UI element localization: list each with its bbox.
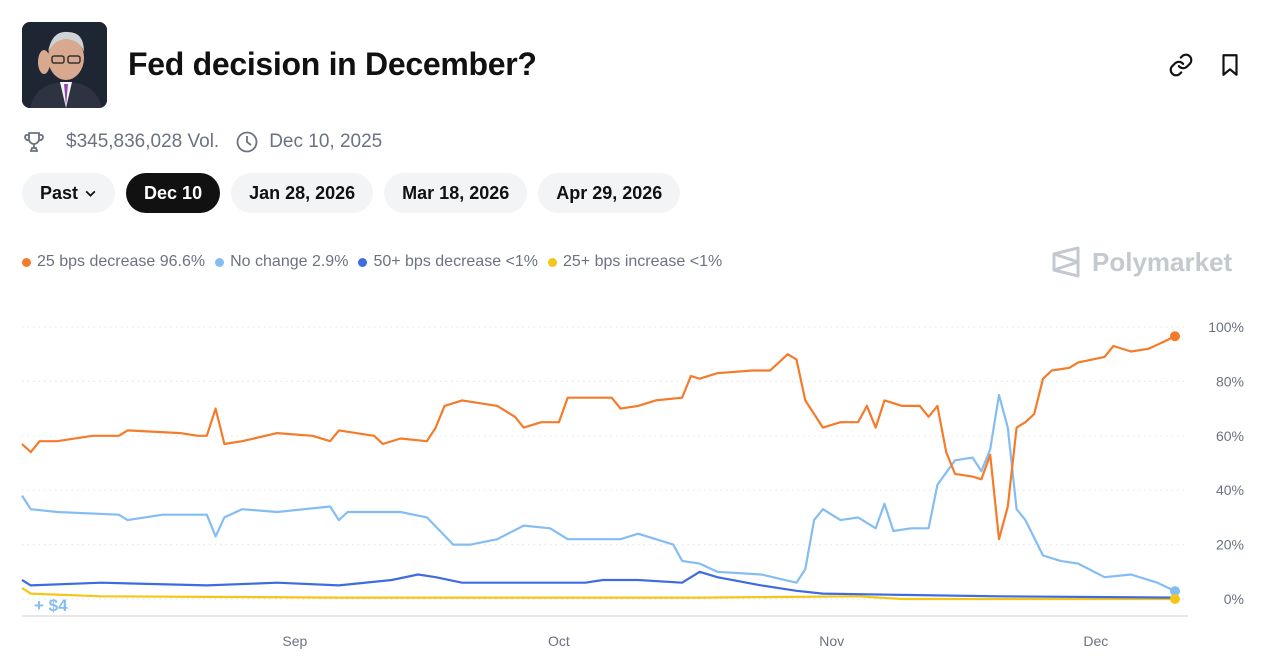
x-tick-label: Sep xyxy=(282,633,307,649)
bookmark-button[interactable] xyxy=(1217,52,1243,78)
market-meta: $345,836,028 Vol. Dec 10, 2025 xyxy=(22,130,382,154)
date-tabs: Past Dec 10 Jan 28, 2026 Mar 18, 2026 Ap… xyxy=(22,173,681,213)
end-date-text: Dec 10, 2025 xyxy=(269,131,383,152)
bookmark-icon xyxy=(1222,54,1238,76)
tab-past[interactable]: Past xyxy=(22,173,116,213)
legend-item: No change 2.9% xyxy=(215,253,348,271)
legend-item: 25+ bps increase <1% xyxy=(548,253,722,271)
legend-label: 25+ bps increase <1% xyxy=(563,253,723,270)
tab-label: Past xyxy=(40,182,79,203)
series-end-dot xyxy=(1170,594,1180,604)
polymarket-logo-icon xyxy=(1052,246,1080,278)
legend-label: 25 bps decrease 96.6% xyxy=(37,253,206,270)
y-tick-label: 40% xyxy=(1216,482,1244,498)
legend-item: 25 bps decrease 96.6% xyxy=(22,253,205,271)
y-tick-label: 60% xyxy=(1216,428,1244,444)
tab-apr-29-2026[interactable]: Apr 29, 2026 xyxy=(538,173,681,213)
legend-label: 50+ bps decrease <1% xyxy=(373,253,538,270)
link-icon xyxy=(1169,53,1193,77)
tab-jan-28-2026[interactable]: Jan 28, 2026 xyxy=(231,173,374,213)
tab-label: Mar 18, 2026 xyxy=(402,182,510,203)
series-end-dot xyxy=(1170,331,1180,342)
trophy-icon xyxy=(24,132,44,152)
chart-annotation: + $4 xyxy=(34,596,68,615)
volume-text: $345,836,028 Vol. xyxy=(66,131,220,152)
series-line-25-bps-increase xyxy=(21,587,1175,601)
chart-legend: 25 bps decrease 96.6% No change 2.9% 50+… xyxy=(22,253,722,271)
series-line-25-bps-decrease xyxy=(21,335,1176,541)
legend-dot xyxy=(215,257,225,267)
y-tick-label: 100% xyxy=(1208,319,1244,335)
y-tick-label: 80% xyxy=(1216,373,1244,389)
probability-chart: 100% 80% 60% 40% 20% 0% Sep Oct Nov Dec + $4 xyxy=(21,319,1244,649)
legend-dot xyxy=(548,257,557,267)
chevron-down-icon xyxy=(85,190,96,197)
series-line-50-bps-decrease xyxy=(21,570,1176,599)
y-tick-label: 20% xyxy=(1216,537,1244,553)
x-tick-label: Oct xyxy=(548,633,570,649)
series-end-dot xyxy=(1170,586,1180,597)
tab-label: Jan 28, 2026 xyxy=(249,182,356,203)
legend-item: 50+ bps decrease <1% xyxy=(358,253,538,271)
series-line-no-change xyxy=(21,393,1176,593)
tab-label: Apr 29, 2026 xyxy=(556,182,663,203)
x-tick-label: Nov xyxy=(819,633,844,649)
y-tick-label: 0% xyxy=(1224,591,1244,607)
legend-dot xyxy=(22,257,31,267)
tab-dec-10[interactable]: Dec 10 xyxy=(126,173,221,213)
tab-mar-18-2026[interactable]: Mar 18, 2026 xyxy=(384,173,528,213)
tab-label: Dec 10 xyxy=(144,182,203,203)
copy-link-button[interactable] xyxy=(1168,52,1194,78)
x-tick-label: Dec xyxy=(1083,633,1108,649)
market-title: Fed decision in December? xyxy=(128,46,537,82)
legend-dot xyxy=(358,257,368,267)
polymarket-logo: Polymarket xyxy=(1050,246,1232,278)
market-avatar xyxy=(22,22,107,108)
brand-name: Polymarket xyxy=(1092,246,1233,277)
clock-icon xyxy=(236,131,258,153)
legend-label: No change 2.9% xyxy=(230,253,349,270)
